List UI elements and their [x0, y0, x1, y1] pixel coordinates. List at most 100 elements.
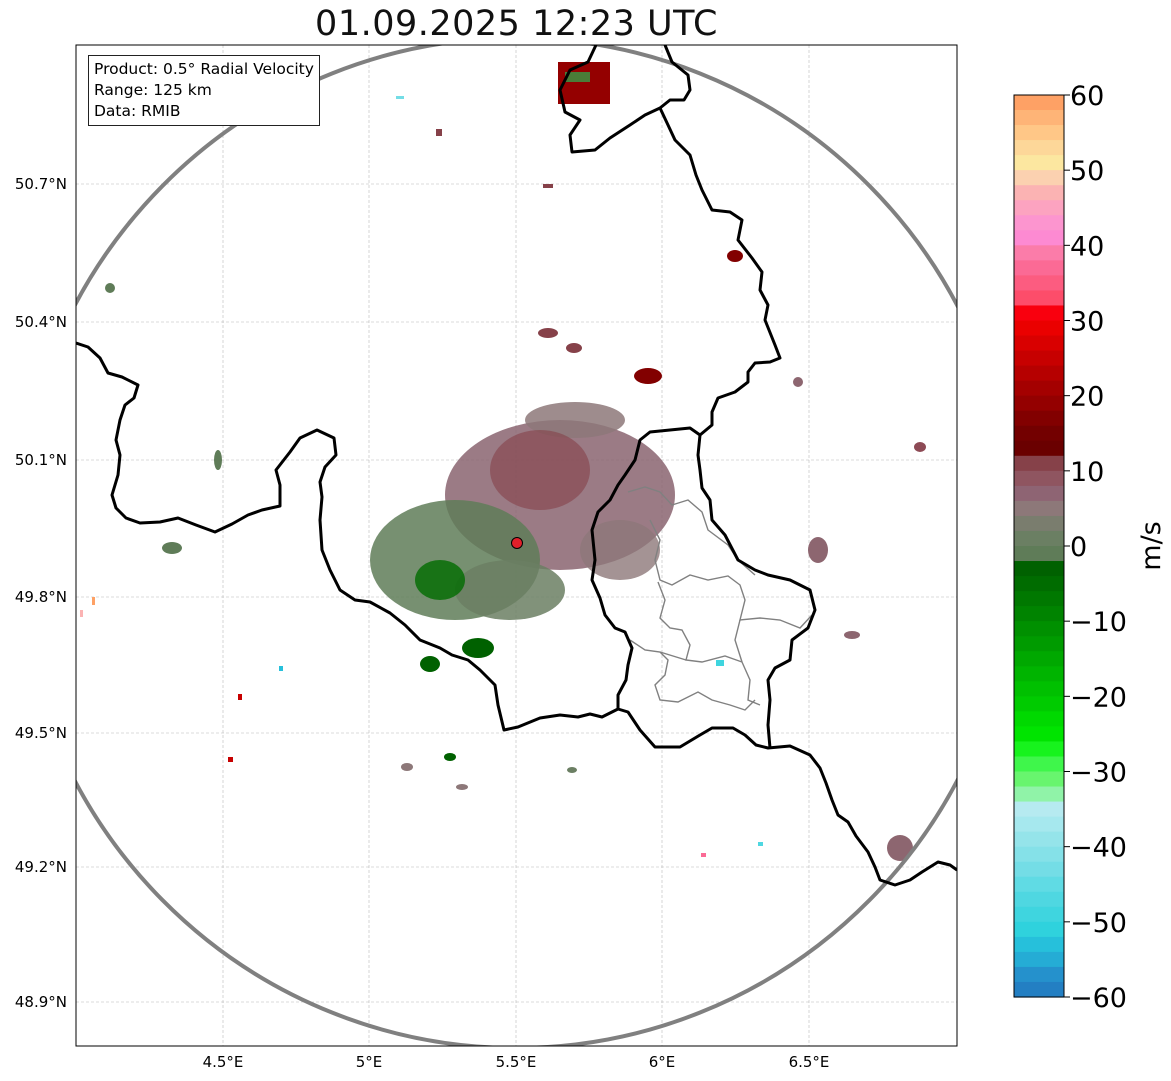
echo-area [162, 542, 182, 554]
colorbar-segment [1014, 561, 1064, 577]
echo-area [228, 757, 233, 762]
colorbar-segment [1014, 155, 1064, 171]
echo-area [525, 402, 625, 438]
colorbar-segment [1014, 921, 1064, 938]
info-box: Product: 0.5° Radial Velocity Range: 125… [88, 55, 320, 126]
echo-area [80, 610, 83, 617]
echo-area [701, 853, 706, 857]
colorbar-ticks: 60 50 40 30 20 10 0 −10 −20 −30 −40 −50 −60 [1064, 81, 1127, 1014]
colorbar-segment [1014, 846, 1064, 863]
echo-area [490, 430, 590, 510]
colorbar-segment [1014, 681, 1064, 697]
lat-label: 50.4°N [15, 313, 67, 331]
colorbar-tick-label: 50 [1070, 156, 1104, 187]
colorbar-segment [1014, 230, 1064, 246]
lat-label: 50.7°N [15, 175, 67, 193]
colorbar-segment [1014, 290, 1064, 307]
echo-area [634, 368, 662, 384]
colorbar-tick-label: 10 [1070, 457, 1104, 488]
echo-area [543, 184, 553, 188]
lat-label: 49.8°N [15, 588, 67, 606]
echo-area [558, 62, 610, 104]
echo-area [92, 597, 95, 605]
colorbar-segment [1014, 530, 1064, 547]
info-product: Product: 0.5° Radial Velocity [94, 60, 314, 78]
colorbar [1014, 95, 1064, 998]
colorbar-segment [1014, 125, 1064, 141]
colorbar-segment [1014, 140, 1064, 156]
colorbar-segment [1014, 891, 1064, 908]
echo-area [214, 450, 222, 470]
map-title: 01.09.2025 12:23 UTC [315, 4, 718, 44]
colorbar-segment [1014, 350, 1064, 367]
colorbar-segment [1014, 711, 1064, 727]
colorbar-tick-label: 40 [1070, 231, 1104, 262]
echo-area [462, 638, 494, 658]
colorbar-tick-label: −20 [1070, 682, 1127, 713]
echo-area [436, 129, 442, 136]
lat-label: 49.2°N [15, 858, 67, 876]
colorbar-segment [1014, 395, 1064, 412]
echo-area [567, 767, 577, 773]
colorbar-segment [1014, 831, 1064, 848]
echo-area [565, 72, 590, 82]
colorbar-segment [1014, 756, 1064, 773]
echo-area [455, 560, 565, 620]
colorbar-segment [1014, 365, 1064, 382]
echo-area [401, 763, 413, 771]
echo-area [580, 520, 660, 580]
colorbar-segment [1014, 801, 1064, 818]
colorbar-segment [1014, 591, 1064, 607]
colorbar-segment [1014, 816, 1064, 833]
colorbar-segment [1014, 546, 1064, 562]
colorbar-tick-label: 30 [1070, 307, 1104, 338]
colorbar-segment [1014, 410, 1064, 427]
info-data-source: Data: RMIB [94, 102, 181, 120]
radar-site-marker [511, 537, 523, 549]
colorbar-segment [1014, 951, 1064, 968]
colorbar-tick-label: 60 [1070, 81, 1104, 112]
lat-label: 50.1°N [15, 451, 67, 469]
lon-label: 4.5°E [203, 1053, 244, 1071]
echo-area [716, 660, 724, 666]
map-frame [75, 44, 958, 1047]
echo-area [727, 250, 743, 262]
colorbar-tick-label: −30 [1070, 758, 1127, 789]
colorbar-segment [1014, 651, 1064, 667]
echo-area [415, 560, 465, 600]
colorbar-segment [1014, 515, 1064, 532]
colorbar-segment [1014, 696, 1064, 712]
echo-area [538, 328, 558, 338]
colorbar-segment [1014, 380, 1064, 397]
colorbar-segment [1014, 170, 1064, 186]
echo-area [844, 631, 860, 639]
colorbar-segment [1014, 425, 1064, 442]
colorbar-tick-label: −10 [1070, 607, 1127, 638]
colorbar-segment [1014, 606, 1064, 622]
colorbar-segment [1014, 876, 1064, 893]
colorbar-segment [1014, 906, 1064, 923]
echo-area [887, 835, 913, 861]
lon-label: 5°E [356, 1053, 383, 1071]
colorbar-segment [1014, 861, 1064, 878]
lon-label: 6°E [649, 1053, 676, 1071]
colorbar-segment [1014, 185, 1064, 201]
colorbar-segment [1014, 470, 1064, 487]
colorbar-segment [1014, 636, 1064, 652]
colorbar-segment [1014, 275, 1064, 292]
echo-area [793, 377, 803, 387]
colorbar-segment [1014, 200, 1064, 216]
echo-area [396, 96, 404, 99]
echo-area [105, 283, 115, 293]
colorbar-tick-label: 0 [1070, 532, 1087, 563]
colorbar-segment [1014, 621, 1064, 637]
lat-label: 49.5°N [15, 724, 67, 742]
colorbar-segment [1014, 726, 1064, 743]
echo-area [808, 537, 828, 563]
colorbar-segment [1014, 335, 1064, 352]
lon-label: 5.5°E [496, 1053, 537, 1071]
colorbar-segment [1014, 741, 1064, 758]
colorbar-segment [1014, 320, 1064, 337]
colorbar-segment [1014, 666, 1064, 682]
